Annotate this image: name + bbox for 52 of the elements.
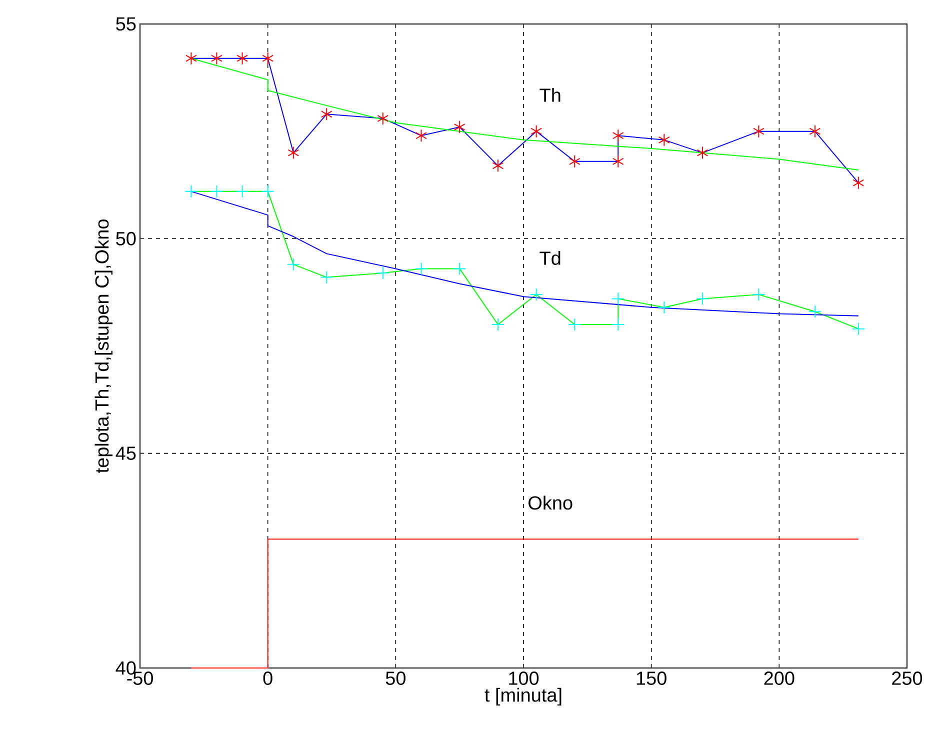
point [530,124,542,138]
point [696,146,708,160]
x-tick-label: 150 [636,672,666,685]
x-tick-label: 200 [764,672,794,685]
point [809,124,821,138]
point [658,133,670,146]
series-label: Th [540,88,560,102]
point [612,292,625,306]
series-label: Okno [528,496,572,510]
point [288,146,300,160]
point [320,270,334,284]
point [236,52,248,65]
point [696,292,709,306]
point [453,262,466,276]
point [416,129,427,142]
point [568,154,580,168]
point [753,124,764,138]
y-tick-label: 50 [116,232,136,246]
point [612,129,624,142]
point [491,318,504,332]
point [414,262,428,276]
series-label: Td [540,250,560,265]
point [211,52,222,65]
point [852,176,864,190]
point [852,322,865,336]
point [286,258,300,271]
y-axis-title: teplota,Th,Td,[stupen C],Okno [94,220,112,473]
point [568,318,582,332]
point [808,305,822,318]
point [612,318,625,332]
point [454,120,466,134]
point [262,52,274,65]
x-tick-label: 250 [892,672,922,685]
point [184,184,198,198]
y-tick-label: 45 [116,446,136,460]
point [261,184,274,198]
point [492,159,504,172]
point [658,300,671,314]
point [752,288,766,301]
point [376,266,390,280]
point [210,184,224,198]
x-axis-title: t [minuta] [484,688,562,706]
point [530,288,543,301]
point [320,108,332,121]
point [236,184,249,198]
x-tick-label: 0 [263,672,272,685]
point [377,112,389,125]
x-tick-label: 100 [509,672,539,685]
point [185,52,197,65]
y-tick-label: 55 [116,17,136,31]
x-tick-label: 50 [386,672,406,685]
point [612,154,624,168]
